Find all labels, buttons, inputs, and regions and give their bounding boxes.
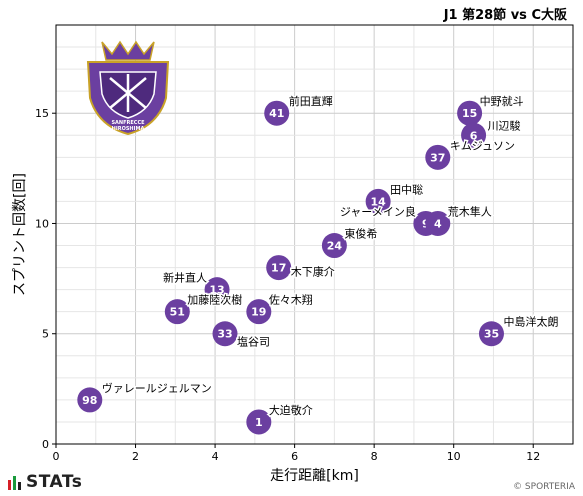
player-name-label: 中野就斗 <box>480 94 524 108</box>
x-tick-label: 10 <box>447 450 461 463</box>
player-number: 4 <box>434 217 442 230</box>
x-tick-label: 8 <box>371 450 378 463</box>
player-point: 33 塩谷司 <box>212 321 272 350</box>
player-number: 17 <box>271 262 286 275</box>
player-point: 41 前田直輝 <box>264 93 334 126</box>
player-name-label: 東俊希 <box>344 227 377 241</box>
player-number: 51 <box>170 306 185 319</box>
player-name-label: 川辺駿 <box>488 118 521 132</box>
player-point: 4 荒木隼人 <box>425 203 493 236</box>
player-point: 1 大迫敬介 <box>246 401 314 435</box>
player-number: 15 <box>462 107 477 120</box>
player-number: 1 <box>255 416 263 429</box>
point-marker <box>425 210 451 236</box>
player-number: 6 <box>470 129 478 142</box>
x-axis-label: 走行距離[km] <box>270 467 359 484</box>
y-tick-label: 5 <box>42 328 49 341</box>
copyright: © SPORTERIA <box>513 482 575 492</box>
player-name-label: キムジュソン <box>450 139 515 152</box>
x-tick-label: 6 <box>291 450 298 463</box>
point-marker <box>204 277 230 303</box>
point-marker <box>264 100 290 126</box>
x-tick-label: 12 <box>526 450 540 463</box>
point-marker <box>461 122 487 148</box>
player-name-label: 佐々木翔 <box>269 293 313 307</box>
player-name-label: 加藤陸次樹 <box>187 293 242 307</box>
point-marker <box>77 387 103 413</box>
player-point: 98 ヴァレールジェルマン <box>77 379 213 413</box>
grid <box>56 25 573 444</box>
plot-frame <box>55 24 574 445</box>
player-number: 41 <box>269 107 284 120</box>
player-point: 14 田中聡 <box>365 181 425 214</box>
point-marker <box>425 144 451 170</box>
player-number: 33 <box>217 328 232 341</box>
point-marker <box>365 188 391 214</box>
player-name-label: 荒木隼人 <box>448 204 492 218</box>
player-name-label: ジャーメイン良 <box>340 204 416 218</box>
player-point: 37 キムジュソン <box>425 138 517 170</box>
point-marker <box>212 321 238 347</box>
player-number: 98 <box>82 394 97 407</box>
x-tick-label: 4 <box>212 450 219 463</box>
badge-text-bottom: HIROSHIMA <box>112 126 145 132</box>
player-number: 19 <box>251 306 266 319</box>
player-point: 6 川辺駿 <box>461 117 522 148</box>
y-tick-label: 0 <box>42 438 49 451</box>
player-name-label: 新井直人 <box>163 271 207 285</box>
player-number: 14 <box>370 195 386 208</box>
stats-logo: STATs <box>8 472 82 492</box>
player-name-label: 前田直輝 <box>289 94 333 108</box>
data-points: 41前田直輝15中野就斗6川辺駿37キムジュソン14田中聡9ジャーメイン良4荒木… <box>77 93 560 435</box>
point-marker <box>266 255 292 281</box>
player-number: 35 <box>484 328 499 341</box>
player-point: 17 木下康介 <box>266 255 336 281</box>
badge-text-top: SANFRECCE <box>111 120 145 126</box>
match-title: J1 第28節 vs C大阪 <box>443 8 567 23</box>
player-point: 35 中島洋太朗 <box>478 313 560 347</box>
player-name-label: ヴァレールジェルマン <box>102 381 212 395</box>
point-marker <box>164 299 190 325</box>
x-tick-label: 0 <box>53 450 60 463</box>
y-axis-label: スプリント回数[回] <box>12 173 28 296</box>
player-name-label: 木下康介 <box>291 265 335 279</box>
x-tick-label: 2 <box>132 450 139 463</box>
stats-logo-icon <box>8 476 21 490</box>
player-name-label: 田中聡 <box>390 182 423 196</box>
player-number: 37 <box>430 151 445 164</box>
crown-icon <box>101 40 155 61</box>
y-tick-label: 15 <box>35 107 49 120</box>
point-marker <box>321 233 347 259</box>
point-marker <box>246 409 272 435</box>
point-marker <box>246 299 272 325</box>
player-number: 24 <box>327 240 343 253</box>
stats-brand-text: STATs <box>26 472 83 492</box>
point-marker <box>478 321 504 347</box>
player-name-label: 中島洋太朗 <box>503 315 558 329</box>
y-tick-label: 10 <box>35 217 49 230</box>
player-number: 13 <box>209 284 224 297</box>
player-name-label: 塩谷司 <box>237 335 270 349</box>
point-marker <box>457 100 483 126</box>
player-name-label: 大迫敬介 <box>269 403 313 417</box>
